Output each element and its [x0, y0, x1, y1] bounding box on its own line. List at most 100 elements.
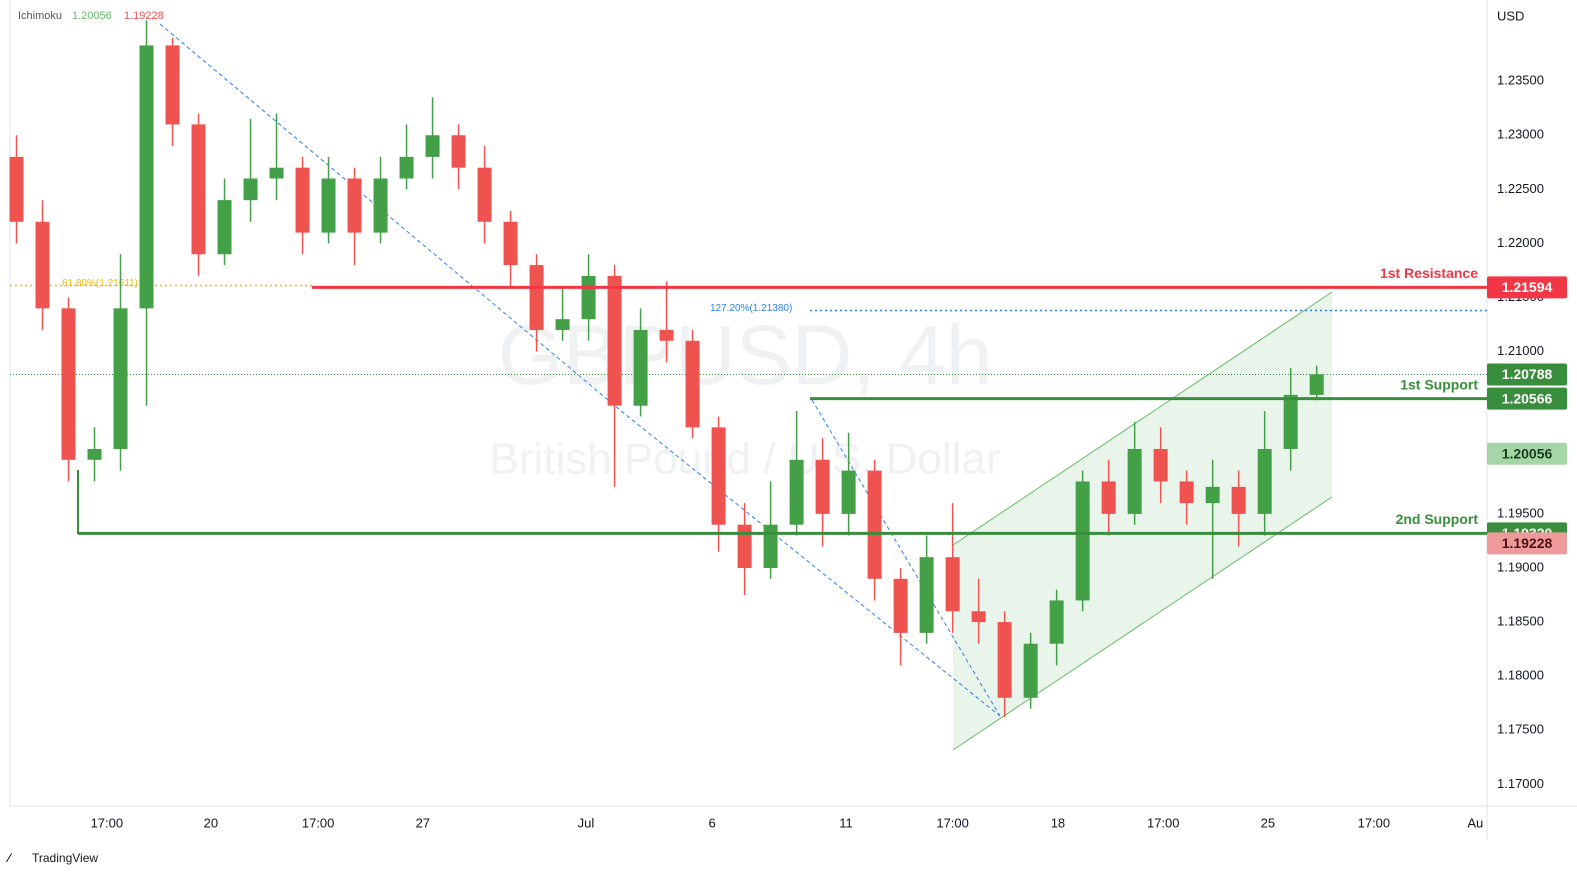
- candle-body: [581, 275, 596, 320]
- footer-logo: ⁄: [5, 851, 13, 865]
- y-tick-label: 1.18500: [1497, 614, 1544, 629]
- candle-body: [217, 200, 232, 255]
- y-tick-label: 1.22500: [1497, 181, 1544, 196]
- candle-body: [685, 340, 700, 428]
- level-label: 1st Resistance: [1380, 265, 1478, 281]
- candle-body: [1309, 374, 1324, 395]
- watermark-symbol: GBPUSD, 4h: [498, 308, 993, 402]
- watermark-description: British Pound / U.S. Dollar: [489, 435, 1000, 484]
- candle-body: [295, 167, 310, 233]
- price-tag: [1487, 363, 1567, 386]
- candle-body: [61, 308, 76, 460]
- candle-body: [243, 178, 258, 201]
- y-tick-label: 1.17000: [1497, 776, 1544, 791]
- y-tick-label: 1.23500: [1497, 73, 1544, 88]
- candle-body: [165, 45, 180, 125]
- y-tick-label: 1.18000: [1497, 668, 1544, 683]
- level-label: 1st Support: [1400, 376, 1478, 392]
- candle-body: [659, 329, 674, 341]
- candle-body: [139, 45, 154, 309]
- candle-body: [841, 470, 856, 514]
- candle-body: [815, 459, 830, 514]
- candle-body: [191, 124, 206, 255]
- candle-body: [893, 578, 908, 633]
- x-tick-label: 17:00: [1358, 815, 1391, 830]
- candle-body: [711, 427, 726, 525]
- x-tick-label: 20: [204, 815, 218, 830]
- x-tick-label: 25: [1261, 815, 1275, 830]
- candle-body: [945, 557, 960, 612]
- fib-label: 127.20%(1.21380): [710, 303, 792, 314]
- candle-body: [737, 524, 752, 568]
- candle-body: [113, 308, 128, 449]
- candle-body: [1153, 448, 1168, 482]
- price-tag: [1487, 276, 1567, 299]
- candle-body: [529, 265, 544, 330]
- candle-body: [1023, 643, 1038, 698]
- candle-body: [269, 167, 284, 179]
- y-tick-label: 1.22000: [1497, 235, 1544, 250]
- trend-dashed: [811, 399, 1001, 717]
- indicator-value: 1.19228: [124, 10, 164, 22]
- x-tick-label: 17:00: [91, 815, 124, 830]
- candle-body: [1127, 448, 1142, 514]
- price-tag: [1487, 387, 1567, 410]
- candle-body: [1205, 486, 1220, 504]
- x-tick-label: 11: [839, 815, 853, 830]
- candle-body: [1179, 481, 1194, 504]
- price-tag-label: 1.21594: [1502, 279, 1553, 295]
- candle-body: [399, 156, 414, 179]
- x-tick-label: 17:00: [302, 815, 335, 830]
- candle-body: [971, 611, 986, 623]
- candle-body: [997, 622, 1012, 698]
- candle-body: [919, 557, 934, 633]
- y-tick-label: 1.17500: [1497, 722, 1544, 737]
- currency: USD: [1497, 8, 1524, 23]
- candle-body: [321, 178, 336, 233]
- price-tag-label: 1.20056: [1502, 445, 1553, 461]
- candle-body: [477, 167, 492, 222]
- y-tick-label: 1.21000: [1497, 343, 1544, 358]
- candle-body: [555, 319, 570, 330]
- candle-body: [1257, 448, 1272, 514]
- x-tick-label: Jul: [578, 815, 595, 830]
- candle-body: [503, 221, 518, 266]
- y-tick-label: 1.19500: [1497, 505, 1544, 520]
- price-tag-label: 1.20566: [1502, 390, 1553, 406]
- y-tick-label: 1.23000: [1497, 127, 1544, 142]
- footer: TradingView: [32, 851, 98, 865]
- candle-body: [451, 135, 466, 168]
- candle-body: [607, 275, 622, 406]
- candle-body: [867, 470, 882, 579]
- price-tag: [1487, 442, 1567, 465]
- price-tag-label: 1.19228: [1502, 535, 1553, 551]
- candle-body: [347, 178, 362, 233]
- trend-dashed: [159, 23, 1001, 717]
- candle-body: [633, 329, 648, 406]
- price-tag-label: 1.20788: [1502, 366, 1553, 382]
- candle-body: [789, 459, 804, 525]
- x-tick-label: 17:00: [1147, 815, 1180, 830]
- candle-body: [1049, 600, 1064, 644]
- channel-lower: [952, 496, 1333, 751]
- channel-upper: [952, 291, 1333, 546]
- x-tick-label: 6: [708, 815, 715, 830]
- candle-body: [425, 135, 440, 157]
- indicator-name: Ichimoku: [18, 10, 62, 22]
- candle-body: [35, 221, 50, 309]
- candle-body: [9, 156, 24, 222]
- candle-body: [1101, 481, 1116, 514]
- candle-body: [373, 178, 388, 233]
- x-tick-label: Au: [1467, 815, 1483, 830]
- candle-body: [87, 448, 102, 460]
- y-tick-label: 1.19000: [1497, 559, 1544, 574]
- candle-body: [1231, 486, 1246, 514]
- candle-body: [763, 524, 778, 568]
- candle-body: [1283, 394, 1298, 449]
- x-tick-label: 17:00: [936, 815, 969, 830]
- channel-fill: [953, 292, 1332, 750]
